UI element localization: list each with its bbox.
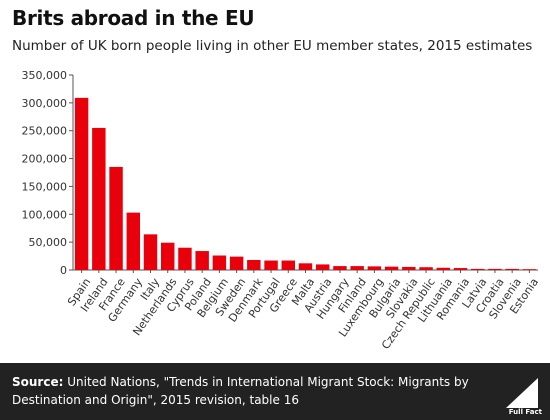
source-text: United Nations, "Trends in International… bbox=[12, 375, 469, 407]
bar-croatia bbox=[488, 268, 502, 270]
bar-portugal bbox=[264, 260, 278, 270]
bar-ireland bbox=[92, 127, 106, 270]
bar-denmark bbox=[247, 259, 261, 270]
y-tick-label: 250,000 bbox=[22, 125, 68, 138]
bar-slovakia bbox=[402, 266, 416, 270]
y-tick-label: 100,000 bbox=[22, 208, 68, 221]
y-tick-label: 200,000 bbox=[22, 153, 68, 166]
bar-italy bbox=[143, 234, 158, 270]
bar-estonia bbox=[522, 269, 537, 270]
bar-bulgaria bbox=[384, 266, 399, 270]
chart-subtitle: Number of UK born people living in other… bbox=[12, 38, 533, 54]
bar-austria bbox=[316, 264, 330, 270]
bar-hungary bbox=[333, 266, 347, 270]
bar-luxembourg bbox=[367, 266, 382, 270]
y-tick-label: 50,000 bbox=[29, 236, 68, 249]
bar-netherlands bbox=[161, 242, 175, 270]
logo-text: Full Fact bbox=[508, 408, 542, 416]
bar-germany bbox=[126, 212, 140, 270]
bar-czech-republic bbox=[419, 267, 433, 270]
bar-greece bbox=[281, 260, 295, 270]
bar-poland bbox=[195, 251, 209, 270]
y-tick-label: 0 bbox=[60, 264, 67, 277]
bar-cyprus bbox=[178, 247, 192, 270]
bar-slovenia bbox=[505, 268, 519, 270]
footer: Source: United Nations, "Trends in Inter… bbox=[0, 363, 550, 420]
bar-belgium bbox=[212, 255, 227, 270]
chart-title: Brits abroad in the EU bbox=[12, 6, 255, 30]
bar-france bbox=[109, 166, 123, 270]
bar-romania bbox=[453, 268, 468, 270]
source-note: Source: United Nations, "Trends in Inter… bbox=[12, 373, 482, 409]
source-label: Source: bbox=[12, 375, 64, 389]
bar-spain bbox=[74, 97, 89, 270]
y-tick-label: 150,000 bbox=[22, 180, 68, 193]
bar-sweden bbox=[229, 256, 244, 270]
bar-malta bbox=[298, 263, 313, 270]
bar-chart: 0 50,000 100,000 150,000 200,000 250,000 300,0… bbox=[22, 69, 542, 352]
bar-lithuania bbox=[436, 267, 450, 270]
full-fact-logo-icon bbox=[506, 378, 538, 408]
y-tick-label: 300,000 bbox=[22, 97, 68, 110]
bar-finland bbox=[350, 266, 364, 270]
bar-latvia bbox=[471, 268, 485, 270]
y-tick-label: 350,000 bbox=[22, 69, 68, 82]
